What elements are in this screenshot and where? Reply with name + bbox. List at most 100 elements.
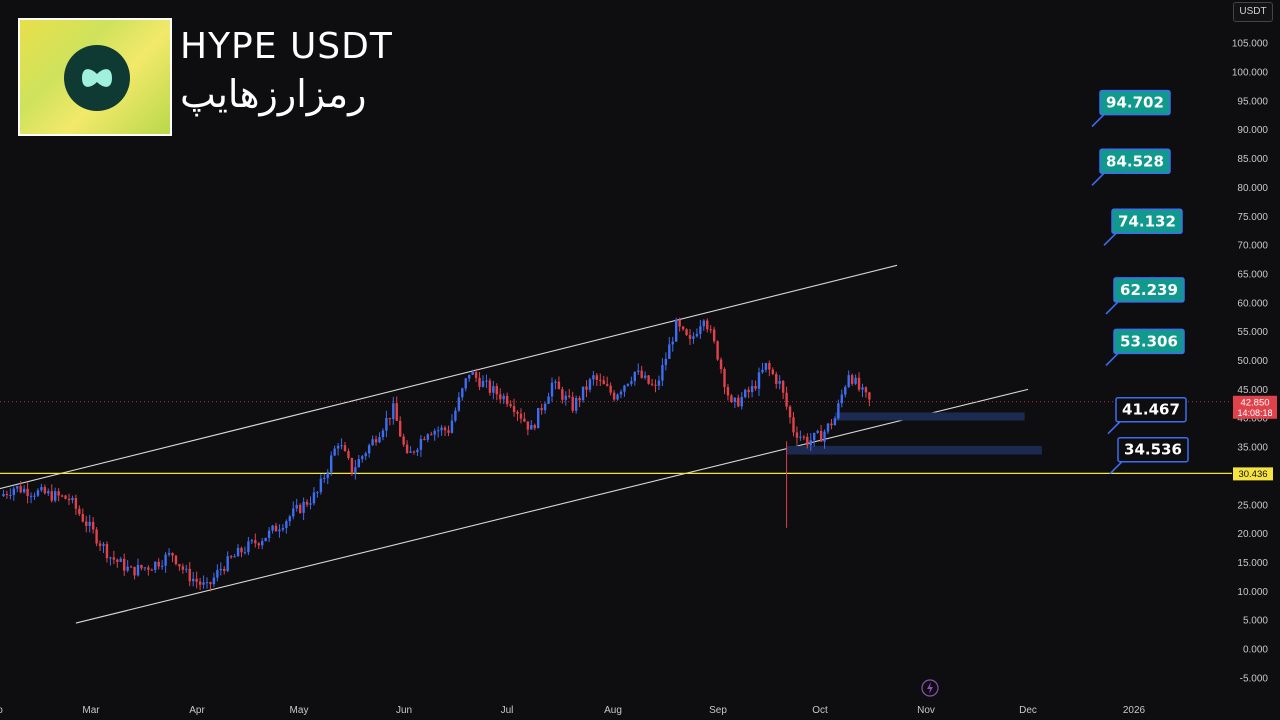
candle-body [823, 431, 826, 442]
candle-body [129, 566, 133, 568]
y-tick-label: 45.000 [1237, 385, 1268, 396]
candle-body [764, 363, 768, 370]
candle-body [864, 387, 868, 393]
x-tick-label: Jun [396, 705, 412, 716]
candle-body [326, 472, 329, 478]
candle-body [95, 529, 98, 544]
candle-body [288, 516, 291, 522]
candle-body [813, 432, 816, 441]
candle-body [178, 564, 181, 567]
x-tick-label: Mar [82, 705, 100, 716]
candle-body [557, 381, 561, 390]
candle-body [816, 430, 819, 433]
y-tick-label: 50.000 [1237, 356, 1268, 367]
candle-body [692, 336, 695, 339]
candle-body [219, 568, 222, 571]
candle-body [247, 541, 250, 553]
candle-body [675, 319, 678, 342]
candle-body [747, 389, 750, 393]
candle-body [661, 364, 664, 381]
candle-body [516, 411, 519, 414]
candle-body [167, 552, 171, 555]
candle-body [543, 403, 547, 411]
candle-body [723, 369, 726, 387]
lower-channel-line [75, 388, 1029, 624]
candle-body [267, 530, 271, 538]
candle-body [212, 577, 216, 585]
candle-body [12, 488, 15, 495]
y-tick-label: 5.000 [1243, 616, 1268, 627]
candle-body [160, 565, 164, 567]
candle-body [599, 379, 602, 381]
candle-body [781, 380, 785, 393]
candle-body [861, 387, 864, 390]
x-tick-label: Apr [189, 705, 205, 716]
candle-body [43, 487, 47, 494]
candle-body [578, 398, 581, 401]
candle-body [319, 478, 323, 493]
candle-body [174, 555, 178, 565]
candle-body [868, 392, 871, 400]
candle-body [54, 491, 57, 501]
candle-body [223, 568, 226, 572]
candle-body [447, 430, 450, 433]
candle-body [643, 375, 647, 378]
currency-unit[interactable]: USDT [1233, 2, 1273, 22]
y-tick-label: 25.000 [1237, 500, 1268, 511]
level-label: 34.536 [1124, 441, 1182, 459]
candle-body [150, 569, 153, 571]
y-tick-label: 65.000 [1237, 269, 1268, 280]
candle-body [226, 556, 229, 572]
candle-body [367, 445, 371, 454]
target-box [1113, 328, 1185, 355]
target-label: 94.702 [1106, 94, 1164, 112]
candle-body [229, 556, 233, 558]
candle-body [571, 396, 574, 411]
y-tick-label: 15.000 [1237, 558, 1268, 569]
candle-body [785, 392, 788, 407]
candle-body [526, 421, 530, 430]
candle-body [826, 423, 830, 432]
candle-body [602, 380, 605, 385]
candle-body [788, 406, 792, 418]
candle-body [488, 380, 492, 393]
candle-body [136, 564, 140, 576]
channel-name: رمزارزهایپ [180, 72, 367, 116]
y-tick-label: 75.000 [1237, 212, 1268, 223]
candle-body [726, 386, 730, 396]
candle-body [550, 382, 554, 397]
candle-body [574, 398, 578, 411]
upper-channel-line [0, 264, 898, 490]
candle-body [285, 521, 288, 529]
candle-body [105, 544, 109, 559]
candle-body [109, 557, 112, 559]
candle-body [568, 395, 571, 397]
candle-body [847, 375, 850, 387]
candle-body [330, 455, 333, 473]
y-tick-label: 95.000 [1237, 96, 1268, 107]
candle-body [347, 451, 350, 458]
candle-body [19, 486, 22, 493]
candle-body [71, 498, 74, 501]
candle-body [581, 386, 585, 401]
x-tick-label: 2026 [1123, 705, 1146, 716]
candle-body [430, 434, 433, 436]
candle-body [409, 451, 412, 453]
candle-body [716, 341, 719, 360]
y-tick-label: 40.000 [1237, 414, 1268, 425]
target-label: 53.306 [1120, 332, 1178, 350]
candle-body [830, 423, 833, 426]
candle-body [116, 559, 119, 562]
candle-body [157, 561, 160, 567]
candle-body [278, 529, 281, 532]
candle-body [537, 408, 540, 429]
candle-body [685, 329, 688, 336]
candle-body [778, 380, 781, 384]
candle-body [468, 374, 471, 379]
lightning-icon[interactable] [921, 679, 939, 697]
candle-body [209, 582, 212, 585]
candle-body [744, 389, 747, 398]
y-tick-label: 100.000 [1232, 68, 1269, 79]
level-label: 41.467 [1122, 401, 1180, 419]
